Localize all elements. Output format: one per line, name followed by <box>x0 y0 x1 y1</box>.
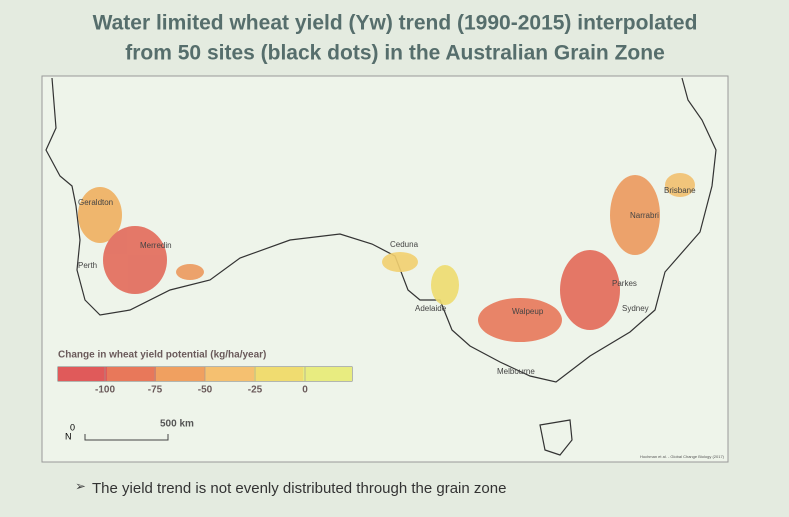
place-label: Sydney <box>622 304 649 313</box>
yield-area <box>610 175 660 255</box>
scale-label: 500 km <box>160 419 194 430</box>
place-label: Parkes <box>612 279 637 288</box>
title-line: Water limited wheat yield (Yw) trend (19… <box>93 12 698 35</box>
colorbar-bin <box>156 367 205 381</box>
yield-area <box>103 226 167 294</box>
credit: Hochman et al. - Global Change Biology (… <box>640 454 725 459</box>
place-label: Adelaide <box>415 304 447 313</box>
colorbar-bin <box>107 367 156 381</box>
place-label: Merredin <box>140 241 172 250</box>
colorbar-tick-label: -100 <box>95 385 115 396</box>
place-label: Geraldton <box>78 198 113 207</box>
legend-title: Change in wheat yield potential (kg/ha/y… <box>58 350 266 361</box>
place-label: Melbourne <box>497 367 535 376</box>
title-line: from 50 sites (black dots) in the Austra… <box>125 42 665 65</box>
colorbar-tick-label: 0 <box>302 385 308 396</box>
colorbar-bin <box>58 367 107 381</box>
yield-area <box>176 264 204 280</box>
bullet-text: The yield trend is not evenly distribute… <box>92 480 506 497</box>
yield-area <box>78 187 122 243</box>
colorbar-tick-label: -75 <box>148 385 163 396</box>
colorbar-bin <box>254 367 303 381</box>
yield-area <box>431 265 459 305</box>
place-label: Ceduna <box>390 240 419 249</box>
place-label: Perth <box>78 261 97 270</box>
map: Change in wheat yield potential (kg/ha/y… <box>41 75 729 463</box>
tasmania <box>539 419 573 456</box>
scale-start: 0 <box>70 422 75 432</box>
yield-area <box>382 252 418 272</box>
colorbar-bin <box>303 367 352 381</box>
place-label: Walpeup <box>512 307 544 316</box>
scale-bar <box>84 434 169 441</box>
yield-areas <box>78 173 695 342</box>
place-label: Brisbane <box>664 186 696 195</box>
colorbar-bin <box>205 367 254 381</box>
place-label: Narrabri <box>630 211 659 220</box>
yield-area <box>665 173 695 197</box>
coastline <box>45 77 717 383</box>
yield-area <box>560 250 620 330</box>
yield-area <box>478 298 562 342</box>
bullet-arrow: ➢ <box>75 478 86 493</box>
colorbar-tick-label: -50 <box>198 385 213 396</box>
north-label: N <box>65 431 72 441</box>
colorbar-tick-label: -25 <box>248 385 263 396</box>
